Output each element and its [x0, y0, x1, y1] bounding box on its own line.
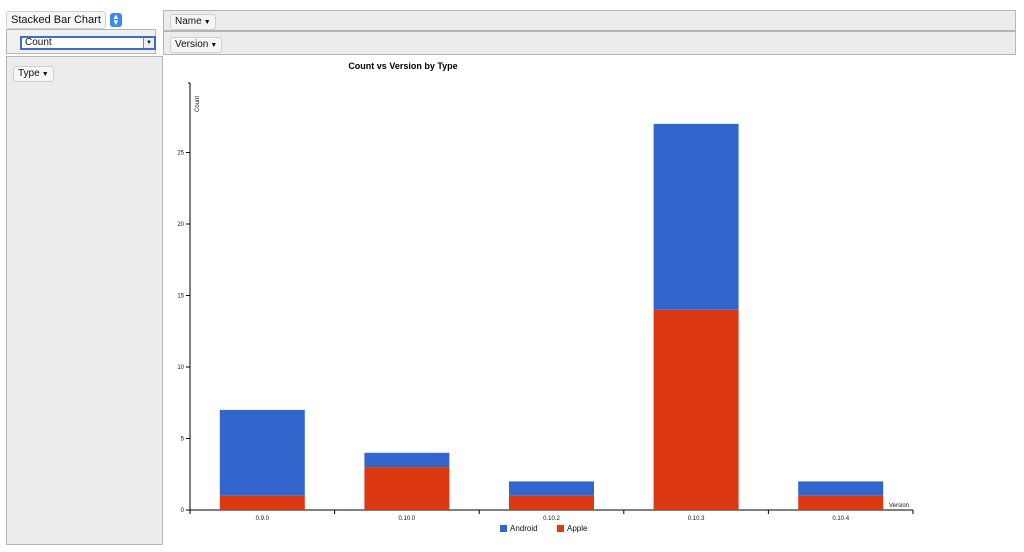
bar-android [364, 452, 450, 468]
x-tick-label: 0.10.2 [543, 516, 560, 522]
bar-apple [364, 467, 450, 510]
bar-apple [219, 495, 305, 510]
legend-label-apple: Apple [567, 524, 588, 533]
x-axis-label: Version [889, 503, 909, 509]
legend-swatch-apple [557, 525, 564, 532]
col-field-version[interactable]: Version ▼ [170, 37, 223, 53]
rows-panel: Type ▼ [6, 56, 163, 545]
bar-android [509, 481, 594, 496]
stacked-bar-chart: Count vs Version by Type Count 0 5 10 15 20 25 V… [177, 61, 914, 533]
aggregator-panel: Count ▼ [6, 29, 156, 54]
legend-swatch-android [500, 525, 507, 532]
chart-area: Count vs Version by Type Count 0 5 10 15 20 25 V… [163, 55, 1016, 545]
y-tick-label: 0 [181, 508, 185, 514]
columns-bar-version: Version ▼ [163, 31, 1016, 55]
col-field-name[interactable]: Name ▼ [170, 14, 216, 30]
columns-bar-name: Name ▼ [163, 10, 1016, 31]
caret-down-icon[interactable]: ▼ [210, 42, 218, 49]
col-field-label: Version [175, 39, 209, 50]
caret-down-icon[interactable]: ▼ [203, 19, 211, 26]
y-tick-label: 10 [177, 365, 184, 371]
x-tick-label: 0.10.3 [688, 516, 705, 522]
bar-apple [653, 309, 739, 510]
legend-label-android: Android [510, 524, 538, 533]
y-axis-label: Count [195, 96, 201, 112]
x-tick-label: 0.9.0 [256, 516, 270, 522]
chart-title: Count vs Version by Type [348, 61, 457, 71]
renderer-select[interactable]: Stacked Bar Chart ▲ ▼ [6, 11, 122, 29]
bar-android [798, 481, 884, 496]
bar-apple [509, 495, 594, 510]
row-field-type[interactable]: Type ▼ [13, 66, 54, 82]
aggregator-value: Count [25, 37, 52, 48]
renderer-label[interactable]: Stacked Bar Chart [6, 11, 106, 29]
y-tick-label: 15 [177, 294, 184, 300]
x-tick-label: 0.10.4 [832, 516, 849, 522]
bar-apple [798, 495, 884, 510]
up-down-arrows-icon[interactable]: ▲ ▼ [109, 13, 122, 27]
y-tick-label: 25 [177, 151, 184, 157]
dropdown-arrow-icon[interactable]: ▼ [143, 38, 154, 48]
bar-android [219, 409, 305, 496]
caret-down-icon[interactable]: ▼ [41, 71, 49, 78]
row-field-label: Type [18, 68, 40, 79]
col-field-label: Name [175, 16, 202, 27]
y-tick-label: 5 [181, 437, 185, 443]
aggregator-select[interactable]: Count ▼ [20, 36, 156, 50]
x-tick-label: 0.10.0 [399, 516, 416, 522]
y-tick-label: 20 [177, 222, 184, 228]
bar-android [653, 123, 739, 310]
